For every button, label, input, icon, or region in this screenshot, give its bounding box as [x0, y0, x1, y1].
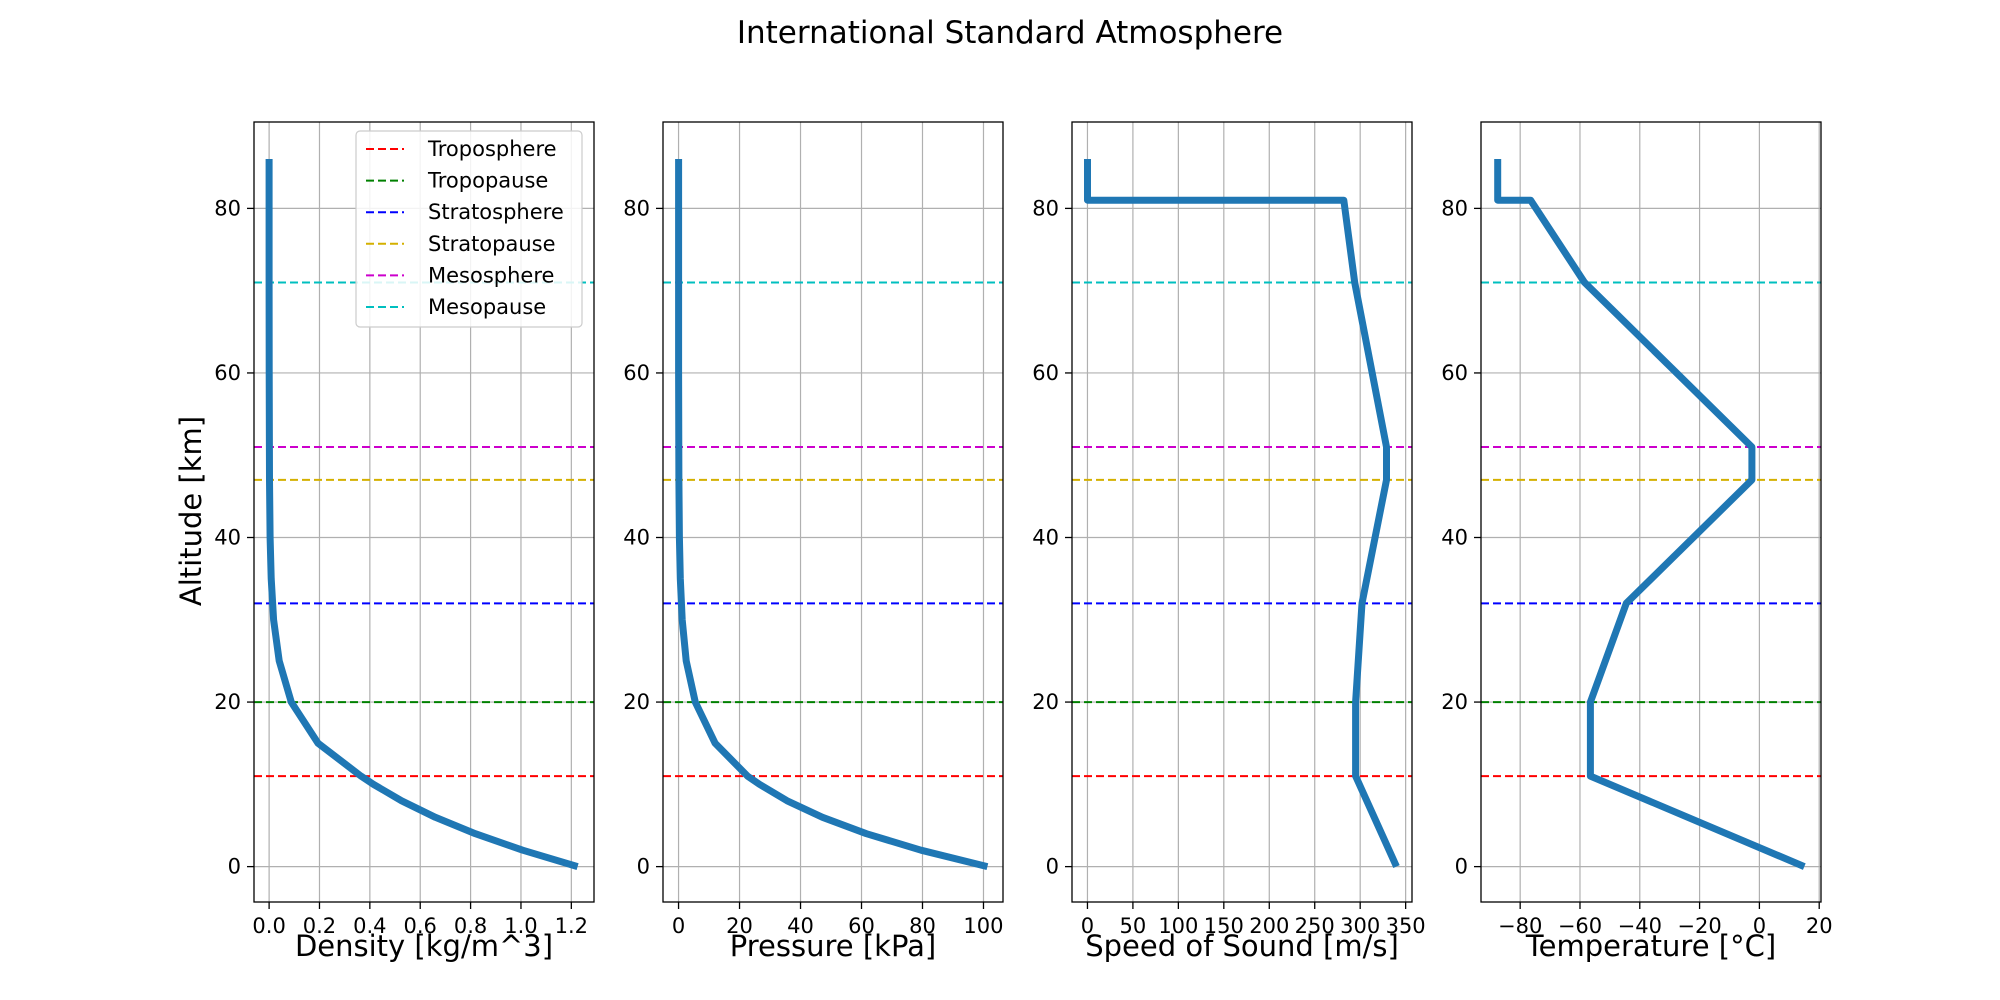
x-tick-label: 20 [1806, 914, 1833, 938]
x-tick-label: 0 [672, 914, 685, 938]
legend-box [355, 130, 583, 328]
legend-label: Tropopause [427, 169, 548, 193]
y-tick-label: 40 [214, 526, 241, 550]
y-tick-label: 80 [1441, 196, 1468, 220]
x-axis-label: Pressure [kPa] [730, 929, 936, 963]
x-tick-label: 150 [1204, 914, 1244, 938]
legend: Troposphere Tropopause Stratosphere Stratop… [355, 130, 583, 328]
x-tick-label: 100 [1158, 914, 1198, 938]
y-tick-label: 60 [1441, 361, 1468, 385]
y-tick-label: 40 [623, 526, 650, 550]
y-tick-label: 0 [637, 855, 650, 879]
x-tick-label: 200 [1249, 914, 1289, 938]
x-axis-label: Temperature [°C] [1525, 929, 1776, 963]
x-tick-label: 1.0 [504, 914, 537, 938]
plot-frame [1071, 121, 1413, 903]
legend-label: Troposphere [427, 137, 557, 161]
x-tick-label: 0 [1081, 914, 1094, 938]
x-tick-label: 0.2 [303, 914, 336, 938]
x-axis-label: Density [kg/m^3] [295, 929, 553, 963]
panel-3: 0 50 100 150 200 250 300 350 0 20 40 60 80 Speed of S… [1032, 121, 1426, 963]
x-tick-label: 350 [1386, 914, 1426, 938]
profile-line [265, 159, 579, 870]
y-tick-label: 60 [1032, 361, 1059, 385]
legend-label: Mesopause [428, 295, 546, 319]
legend-item: Stratosphere [366, 200, 564, 224]
plot-frame [253, 121, 595, 903]
x-tick-label: 250 [1295, 914, 1335, 938]
x-tick-label: 80 [909, 914, 936, 938]
x-tick-label: 0.8 [454, 914, 487, 938]
profile-line [675, 159, 989, 870]
y-tick-label: 20 [1032, 690, 1059, 714]
x-axis-label: Speed of Sound [m/s] [1085, 929, 1399, 963]
x-tick-label: 50 [1120, 914, 1147, 938]
x-tick-label: −60 [1558, 914, 1602, 938]
y-tick-label: 0 [1455, 855, 1468, 879]
legend-item: Tropopause [366, 169, 548, 193]
y-tick-label: 80 [214, 196, 241, 220]
panel-1: 0.0 0.2 0.4 0.6 0.8 1.0 1.2 0 20 40 60 80 Density [k… [214, 121, 595, 963]
x-tick-label: 0 [1753, 914, 1766, 938]
x-tick-label: 0.4 [353, 914, 386, 938]
y-tick-label: 20 [1441, 690, 1468, 714]
legend-label: Stratosphere [428, 200, 564, 224]
y-tick-label: 80 [623, 196, 650, 220]
plot-frame [662, 121, 1004, 903]
x-tick-label: 0.6 [404, 914, 437, 938]
x-tick-label: −40 [1618, 914, 1662, 938]
legend-item: Troposphere [366, 137, 557, 161]
profile-line [1084, 159, 1400, 869]
y-tick-label: 80 [1032, 196, 1059, 220]
x-tick-label: −80 [1498, 914, 1542, 938]
x-tick-label: 20 [726, 914, 753, 938]
y-tick-label: 40 [1032, 526, 1059, 550]
legend-item: Mesosphere [366, 263, 554, 287]
y-axis-label: Altitude [km] [174, 416, 208, 606]
x-tick-label: 300 [1340, 914, 1380, 938]
profile-line [1494, 159, 1806, 870]
y-tick-label: 60 [623, 361, 650, 385]
x-tick-label: 60 [848, 914, 875, 938]
panels: 0.0 0.2 0.4 0.6 0.8 1.0 1.2 0 20 40 60 80 Density [k… [214, 121, 1833, 963]
legend-item: Mesopause [366, 295, 546, 319]
x-tick-label: 40 [787, 914, 814, 938]
y-tick-label: 0 [1046, 855, 1059, 879]
chart-title: International Standard Atmosphere [737, 15, 1283, 51]
x-tick-label: 100 [963, 914, 1003, 938]
y-tick-label: 20 [214, 690, 241, 714]
legend-label: Stratopause [428, 232, 556, 256]
x-tick-label: 1.2 [555, 914, 588, 938]
y-tick-label: 0 [228, 855, 241, 879]
x-tick-label: 0.0 [252, 914, 285, 938]
y-tick-label: 20 [623, 690, 650, 714]
legend-label: Mesosphere [428, 263, 554, 287]
x-tick-label: −20 [1677, 914, 1721, 938]
plot-frame [1480, 121, 1822, 903]
panel-4: −80 −60 −40 −20 0 20 0 20 40 60 80 Temperature [°C] [1441, 121, 1833, 963]
legend-item: Stratopause [366, 232, 556, 256]
y-tick-label: 60 [214, 361, 241, 385]
y-tick-label: 40 [1441, 526, 1468, 550]
